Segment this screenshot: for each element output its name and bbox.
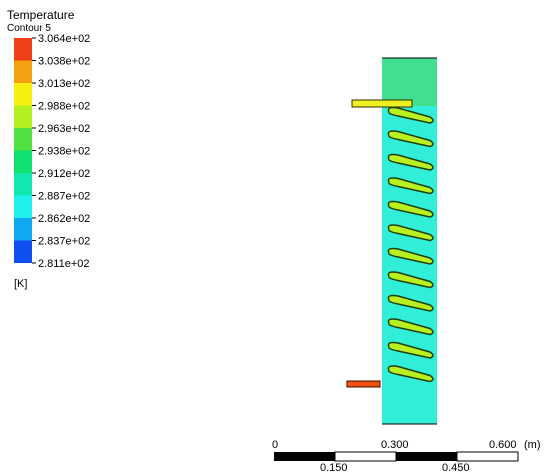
scale-segment [274, 452, 335, 461]
legend-label: 2.887e+02 [38, 191, 90, 203]
scale-label: 0.600 [489, 439, 517, 451]
legend-band [14, 83, 32, 106]
scale-label: 0 [272, 439, 278, 451]
legend-label: 3.013e+02 [38, 78, 90, 90]
tank-top-zone [382, 58, 437, 106]
legend-band [14, 241, 32, 264]
legend-band [14, 128, 32, 151]
legend-band [14, 218, 32, 241]
geometry [347, 58, 437, 424]
legend-band [14, 196, 32, 219]
legend-band [14, 151, 32, 174]
scale-label: 0.150 [320, 462, 348, 474]
legend-label: 2.988e+02 [38, 101, 90, 113]
scale-segment [457, 452, 518, 461]
legend-band [14, 61, 32, 84]
legend-label: 2.862e+02 [38, 213, 90, 225]
legend-label: 3.064e+02 [38, 33, 90, 45]
contour-view: Temperature Contour 5 [K] 0 0.300 0.600 … [0, 0, 547, 474]
legend-label: 2.912e+02 [38, 168, 90, 180]
scale-segment [396, 452, 457, 461]
legend-band [14, 38, 32, 61]
scale-label: 0.300 [381, 439, 409, 451]
legend-unit: [K] [14, 278, 27, 290]
legend-band [14, 106, 32, 129]
legend-label: 3.038e+02 [38, 56, 90, 68]
legend-title: Temperature [7, 8, 75, 22]
legend-label: 2.811e+02 [38, 258, 90, 270]
legend-label: 2.963e+02 [38, 123, 90, 135]
outlet-pipe [347, 381, 380, 387]
scale-segment [335, 452, 396, 461]
inlet-pipe [352, 100, 412, 107]
legend-label: 2.938e+02 [38, 146, 90, 158]
scale-label: 0.450 [442, 462, 470, 474]
legend-label: 2.837e+02 [38, 236, 90, 248]
legend-band [14, 173, 32, 196]
scale-unit: (m) [524, 439, 541, 451]
